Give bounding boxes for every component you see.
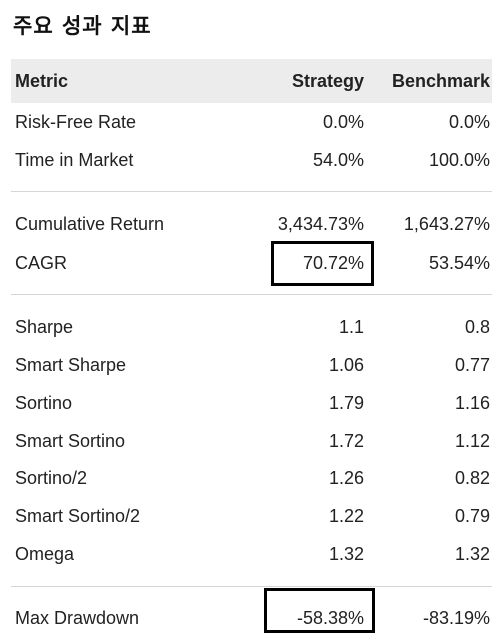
table-row: Max Drawdown -58.38% -83.19% <box>0 608 495 632</box>
strategy-value: 1.79 <box>328 393 364 413</box>
benchmark-value: 53.54% <box>428 253 490 273</box>
strategy-value: 1.22 <box>328 506 364 526</box>
table-row: CAGR 70.72% 53.54% <box>0 253 495 277</box>
metric-label: Smart Sortino/2 <box>15 506 141 526</box>
table-row: Smart Sharpe 1.06 0.77 <box>0 355 495 379</box>
benchmark-value: 100.0% <box>428 150 490 170</box>
metric-label: CAGR <box>15 253 68 273</box>
table-row: Sortino/2 1.26 0.82 <box>0 468 495 492</box>
highlight-box-max-drawdown <box>264 588 375 633</box>
benchmark-value: 1.32 <box>454 544 490 564</box>
metric-label: Cumulative Return <box>15 214 165 234</box>
table-row: Sortino 1.79 1.16 <box>0 393 495 417</box>
benchmark-value: 1.16 <box>454 393 490 413</box>
benchmark-value: 0.82 <box>454 468 490 488</box>
row-divider <box>11 191 492 192</box>
benchmark-value: 1,643.27% <box>403 214 490 234</box>
header-metric: Metric <box>15 71 69 91</box>
benchmark-value: 0.77 <box>454 355 490 375</box>
strategy-value: 1.32 <box>328 544 364 564</box>
table-row: Omega 1.32 1.32 <box>0 544 495 568</box>
benchmark-value: -83.19% <box>422 608 490 628</box>
table-row: Cumulative Return 3,434.73% 1,643.27% <box>0 214 495 238</box>
benchmark-value: 0.0% <box>448 112 490 132</box>
metric-label: Sharpe <box>15 317 74 337</box>
benchmark-value: 1.12 <box>454 431 490 451</box>
table-header: Metric Strategy Benchmark <box>11 59 492 103</box>
highlight-box-cagr <box>271 241 374 286</box>
table-row: Smart Sortino 1.72 1.12 <box>0 431 495 455</box>
table-row: Sharpe 1.1 0.8 <box>0 317 495 341</box>
metric-label: Max Drawdown <box>15 608 140 628</box>
benchmark-value: 0.8 <box>464 317 490 337</box>
table-row: Risk-Free Rate 0.0% 0.0% <box>0 112 495 136</box>
strategy-value: 70.72% <box>302 253 364 273</box>
strategy-value: 0.0% <box>322 112 364 132</box>
metric-label: Omega <box>15 544 75 564</box>
metric-label: Time in Market <box>15 150 134 170</box>
strategy-value: 1.1 <box>338 317 364 337</box>
strategy-value: -58.38% <box>296 608 364 628</box>
benchmark-value: 0.79 <box>454 506 490 526</box>
header-benchmark: Benchmark <box>391 71 490 91</box>
strategy-value: 3,434.73% <box>277 214 364 234</box>
metric-label: Risk-Free Rate <box>15 112 137 132</box>
strategy-value: 1.72 <box>328 431 364 451</box>
header-strategy: Strategy <box>291 71 364 91</box>
metric-label: Sortino <box>15 393 73 413</box>
row-divider <box>11 294 492 295</box>
metric-label: Sortino/2 <box>15 468 88 488</box>
strategy-value: 1.06 <box>328 355 364 375</box>
table-row: Smart Sortino/2 1.22 0.79 <box>0 506 495 530</box>
strategy-value: 1.26 <box>328 468 364 488</box>
metric-label: Smart Sharpe <box>15 355 127 375</box>
page-title: 주요 성과 지표 <box>13 14 152 38</box>
table-row: Time in Market 54.0% 100.0% <box>0 150 495 174</box>
row-divider <box>11 586 492 587</box>
strategy-value: 54.0% <box>312 150 364 170</box>
metric-label: Smart Sortino <box>15 431 126 451</box>
